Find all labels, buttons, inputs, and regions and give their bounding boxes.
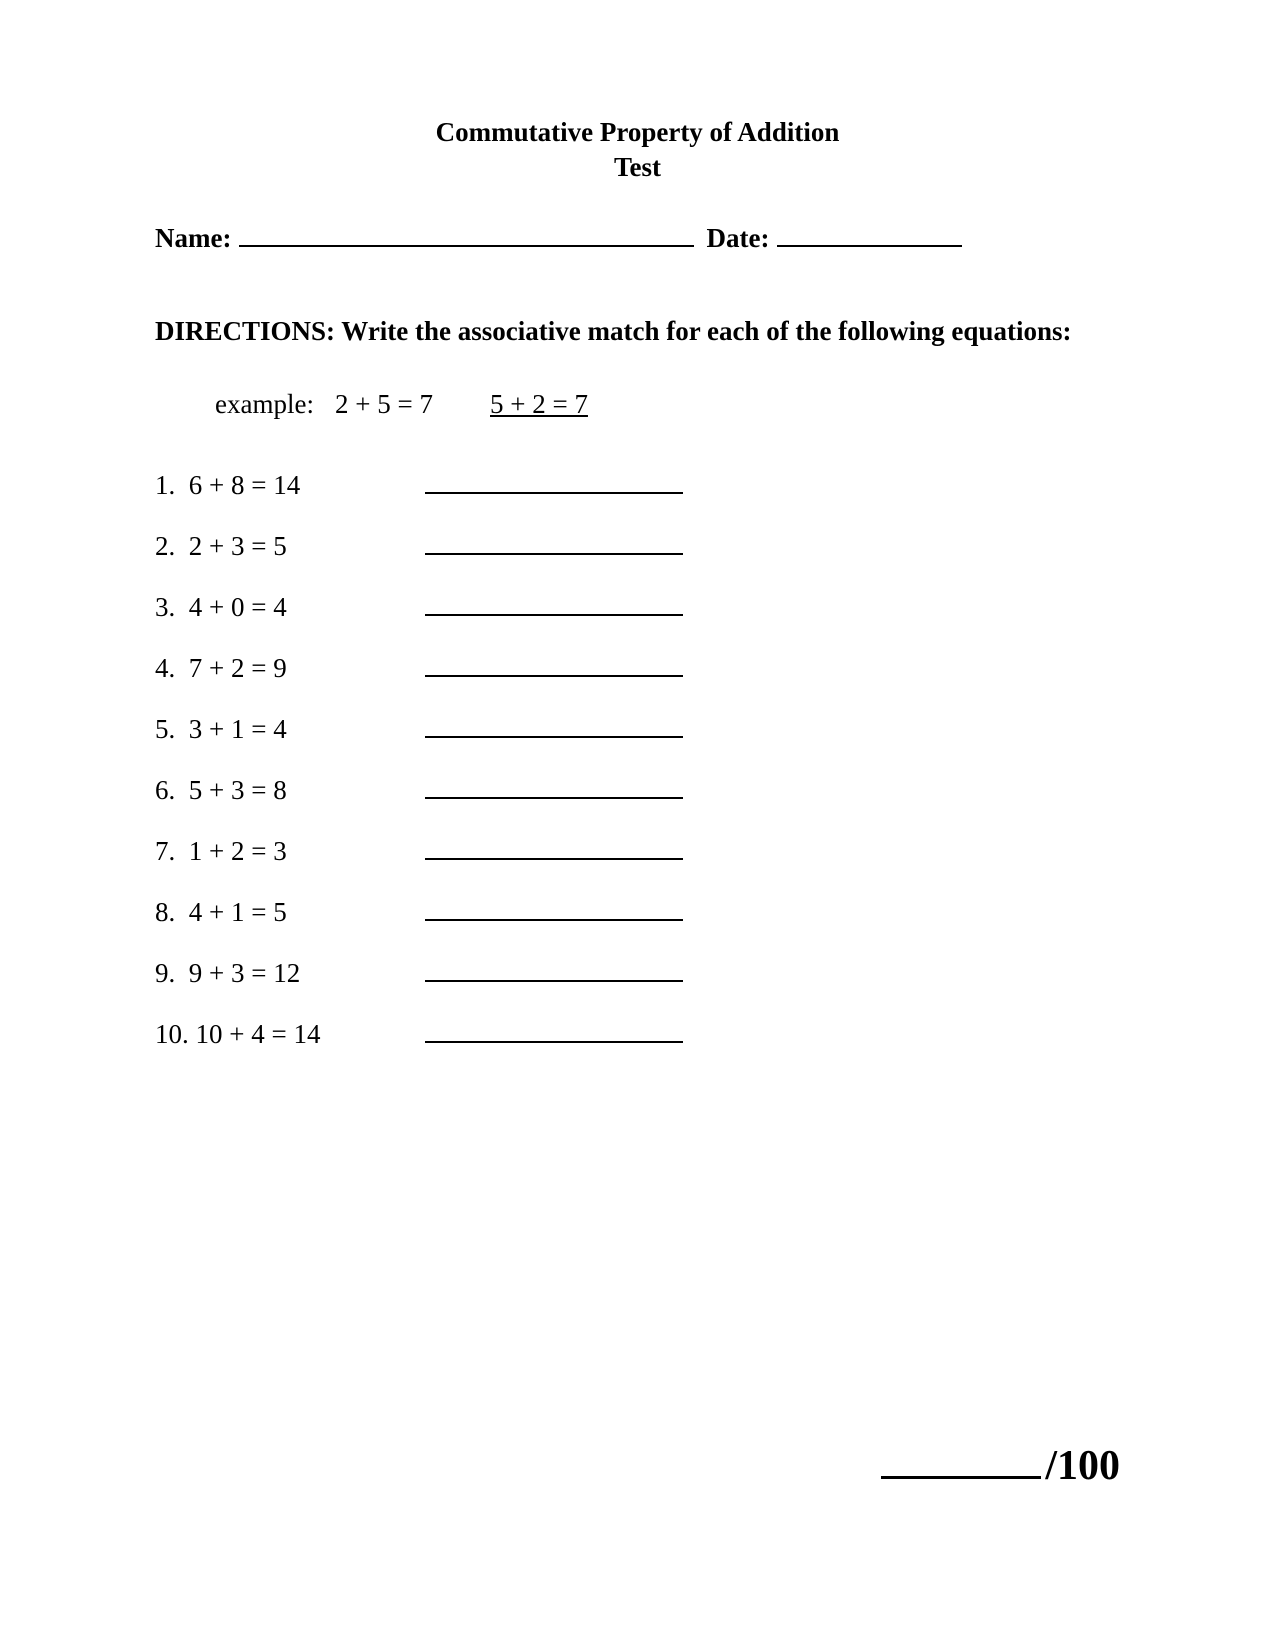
problem-row: 8. 4 + 1 = 5 xyxy=(155,897,1120,928)
answer-blank-line xyxy=(425,919,683,921)
problem-row: 6. 5 + 3 = 8 xyxy=(155,775,1120,806)
directions-text: : Write the associative match for each o… xyxy=(326,316,1071,346)
title-line-2: Test xyxy=(155,150,1120,185)
score-blank-line xyxy=(881,1476,1041,1479)
problem-equation: 1. 6 + 8 = 14 xyxy=(155,470,425,501)
problem-equation: 6. 5 + 3 = 8 xyxy=(155,775,425,806)
example-row: example: 2 + 5 = 7 5 + 2 = 7 xyxy=(215,389,1120,420)
date-blank-line xyxy=(777,245,962,247)
problem-equation: 5. 3 + 1 = 4 xyxy=(155,714,425,745)
answer-blank-line xyxy=(425,858,683,860)
answer-blank-line xyxy=(425,553,683,555)
score-total: /100 xyxy=(1045,1442,1120,1490)
answer-blank-line xyxy=(425,492,683,494)
name-date-row: Name: Date: xyxy=(155,223,1120,254)
answer-blank-line xyxy=(425,797,683,799)
problem-equation: 4. 7 + 2 = 9 xyxy=(155,653,425,684)
problem-equation: 9. 9 + 3 = 12 xyxy=(155,958,425,989)
example-label: example: xyxy=(215,389,335,420)
problem-row: 10. 10 + 4 = 14 xyxy=(155,1019,1120,1050)
directions-block: DIRECTIONS: Write the associative match … xyxy=(155,314,1120,349)
date-label: Date: xyxy=(706,223,769,254)
answer-blank-line xyxy=(425,675,683,677)
name-label: Name: xyxy=(155,223,231,254)
directions-label: DIRECTIONS xyxy=(155,316,326,346)
problem-row: 7. 1 + 2 = 3 xyxy=(155,836,1120,867)
problem-equation: 10. 10 + 4 = 14 xyxy=(155,1019,425,1050)
problem-row: 5. 3 + 1 = 4 xyxy=(155,714,1120,745)
title-line-1: Commutative Property of Addition xyxy=(155,115,1120,150)
worksheet-title: Commutative Property of Addition Test xyxy=(155,115,1120,185)
example-equation: 2 + 5 = 7 xyxy=(335,389,490,420)
answer-blank-line xyxy=(425,736,683,738)
problem-row: 4. 7 + 2 = 9 xyxy=(155,653,1120,684)
problem-equation: 3. 4 + 0 = 4 xyxy=(155,592,425,623)
answer-blank-line xyxy=(425,1041,683,1043)
example-answer: 5 + 2 = 7 xyxy=(490,389,588,420)
answer-blank-line xyxy=(425,980,683,982)
problem-row: 9. 9 + 3 = 12 xyxy=(155,958,1120,989)
problem-equation: 2. 2 + 3 = 5 xyxy=(155,531,425,562)
name-blank-line xyxy=(239,245,694,247)
score-block: /100 xyxy=(881,1442,1120,1490)
problem-row: 2. 2 + 3 = 5 xyxy=(155,531,1120,562)
problem-equation: 8. 4 + 1 = 5 xyxy=(155,897,425,928)
problems-list: 1. 6 + 8 = 14 2. 2 + 3 = 5 3. 4 + 0 = 4 … xyxy=(155,470,1120,1050)
problem-equation: 7. 1 + 2 = 3 xyxy=(155,836,425,867)
problem-row: 3. 4 + 0 = 4 xyxy=(155,592,1120,623)
problem-row: 1. 6 + 8 = 14 xyxy=(155,470,1120,501)
answer-blank-line xyxy=(425,614,683,616)
